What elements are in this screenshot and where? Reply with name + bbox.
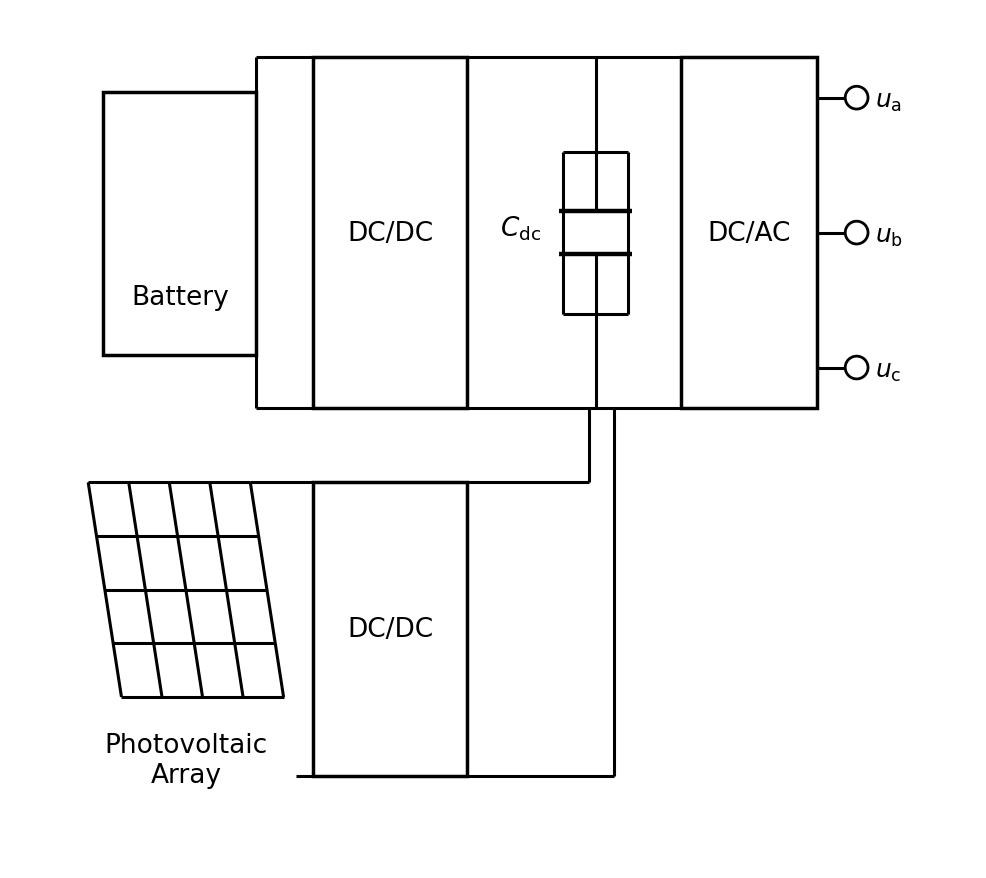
- Text: $u_\mathrm{b}$: $u_\mathrm{b}$: [875, 225, 903, 248]
- Text: $C_\mathrm{dc}$: $C_\mathrm{dc}$: [500, 215, 540, 243]
- Text: Photovoltaic
Array: Photovoltaic Array: [105, 732, 267, 788]
- Bar: [104, 93, 256, 356]
- Bar: [314, 483, 466, 776]
- Bar: [314, 58, 466, 408]
- Text: $u_\mathrm{c}$: $u_\mathrm{c}$: [875, 360, 901, 384]
- Text: DC/DC: DC/DC: [347, 616, 433, 643]
- Text: Battery: Battery: [131, 285, 229, 311]
- Text: $u_\mathrm{a}$: $u_\mathrm{a}$: [875, 90, 902, 114]
- Text: DC/AC: DC/AC: [708, 220, 791, 247]
- Text: DC/DC: DC/DC: [347, 220, 433, 247]
- Bar: [681, 58, 817, 408]
